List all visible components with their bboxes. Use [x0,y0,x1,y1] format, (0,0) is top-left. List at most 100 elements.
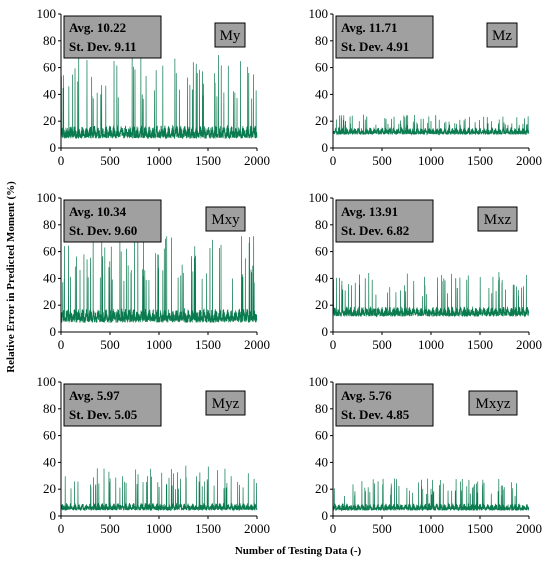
x-tick-label: 1500 [195,153,221,168]
x-tick-label: 0 [330,153,337,168]
panel-title-box: My [214,22,246,48]
y-tick-label: 100 [37,374,57,389]
y-tick-label: 40 [43,86,56,101]
x-tick-label: 1500 [195,337,221,352]
x-tick-label: 1500 [467,521,493,536]
y-tick-label: 60 [315,428,328,443]
y-tick-label: 20 [315,297,328,312]
std-label: St. Dev. 4.91 [341,39,409,54]
y-tick-label: 80 [315,33,328,48]
y-tick-label: 100 [309,190,329,205]
y-tick-label: 80 [315,217,328,232]
stats-box: Avg. 11.71 St. Dev. 4.91 [335,15,434,59]
panel-title-box: Mz [486,22,518,48]
y-tick-label: 20 [43,113,56,128]
y-tick-label: 0 [322,508,329,523]
x-tick-label: 0 [58,337,65,352]
avg-label: Avg. 10.22 [69,20,126,35]
y-tick-label: 40 [315,454,328,469]
x-tick-label: 500 [372,337,392,352]
stats-box: Avg. 5.97 St. Dev. 5.05 [63,383,162,427]
y-tick-label: 40 [43,454,56,469]
x-tick-label: 500 [100,521,120,536]
y-axis-label: Relative Error in Predicted Moment (%) [5,181,17,373]
std-label: St. Dev. 4.85 [341,407,410,422]
panel-title-box: Mxy [205,206,246,232]
y-tick-label: 40 [43,270,56,285]
series-line [60,55,258,140]
avg-label: Avg. 5.97 [69,388,120,403]
std-label: St. Dev. 5.05 [69,407,138,422]
y-tick-label: 60 [315,244,328,259]
series-line [332,478,530,512]
x-tick-label: 1000 [146,153,172,168]
x-tick-label: 0 [330,521,337,536]
y-tick-label: 60 [315,60,328,75]
x-tick-label: 1000 [418,521,444,536]
y-tick-label: 40 [315,270,328,285]
x-tick-label: 2000 [244,521,270,536]
y-tick-label: 20 [315,113,328,128]
stats-box: Avg. 10.22 St. Dev. 9.11 [63,15,162,59]
panel-title: Mxy [211,212,240,228]
stats-box: Avg. 13.91 St. Dev. 6.82 [335,199,434,243]
series-line [332,272,530,318]
avg-label: Avg. 13.91 [341,204,398,219]
std-label: St. Dev. 9.11 [69,39,137,54]
x-tick-label: 500 [372,521,392,536]
series-line [332,114,530,136]
x-tick-label: 1500 [467,337,493,352]
series-line [60,465,258,512]
y-tick-label: 0 [322,140,329,155]
y-tick-label: 40 [315,86,328,101]
x-tick-label: 2000 [516,521,542,536]
x-tick-label: 500 [100,337,120,352]
x-tick-label: 2000 [244,337,270,352]
panel-title-box: Mxz [477,206,518,232]
y-tick-label: 100 [37,190,57,205]
x-tick-label: 1500 [195,521,221,536]
avg-label: Avg. 11.71 [341,20,397,35]
x-tick-label: 1000 [146,337,172,352]
panel-title: My [220,28,241,44]
x-tick-label: 0 [58,153,65,168]
y-tick-label: 20 [43,297,56,312]
x-tick-label: 2000 [516,337,542,352]
panel-title-box: Mxyz [468,390,518,416]
panel-title: Mxz [484,212,512,228]
avg-label: Avg. 5.76 [341,388,392,403]
y-tick-label: 80 [43,33,56,48]
stats-box: Avg. 10.34 St. Dev. 9.60 [63,199,162,243]
x-tick-label: 1000 [418,337,444,352]
std-label: St. Dev. 6.82 [341,223,409,238]
x-tick-label: 1000 [418,153,444,168]
stats-box: Avg. 5.76 St. Dev. 4.85 [335,383,434,427]
y-tick-label: 0 [50,508,57,523]
y-tick-label: 60 [43,60,56,75]
x-tick-label: 500 [100,153,120,168]
x-tick-label: 1500 [467,153,493,168]
x-axis-label: Number of Testing Data (-) [235,545,362,557]
y-tick-label: 0 [322,324,329,339]
series-line [60,236,258,324]
y-tick-label: 80 [43,401,56,416]
y-tick-label: 60 [43,428,56,443]
y-tick-label: 60 [43,244,56,259]
x-tick-label: 2000 [244,153,270,168]
x-tick-label: 2000 [516,153,542,168]
avg-label: Avg. 10.34 [69,204,127,219]
x-tick-label: 500 [372,153,392,168]
std-label: St. Dev. 9.60 [69,223,137,238]
y-tick-label: 100 [309,6,329,21]
y-tick-label: 20 [43,481,56,496]
y-tick-label: 80 [315,401,328,416]
y-tick-label: 80 [43,217,56,232]
y-tick-label: 100 [309,374,329,389]
panel-title: Mz [492,28,512,44]
x-tick-label: 0 [58,521,65,536]
